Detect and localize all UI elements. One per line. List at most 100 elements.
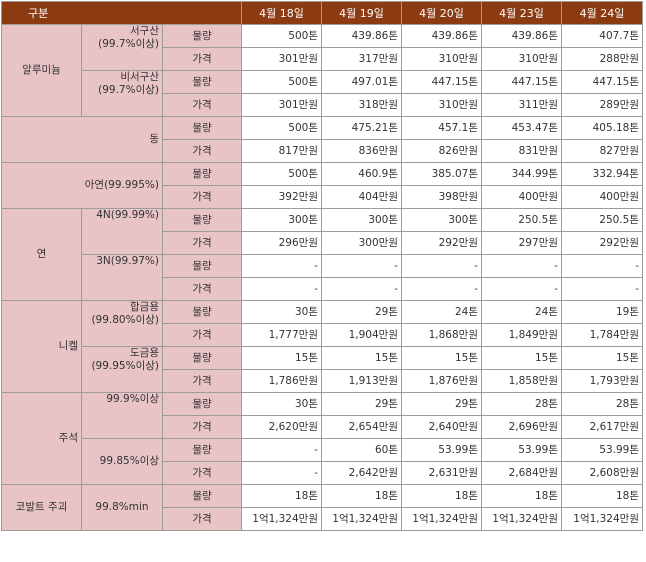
grade-name: 4N(99.99%) (81, 208, 163, 255)
value-cell: 447.15톤 (561, 70, 643, 94)
value-cell: 292만원 (401, 231, 482, 255)
table-row: 코발트 주괴 99.8%min 물량 18톤 18톤 18톤 18톤 18톤 (1, 484, 643, 531)
value-cell: 1,913만원 (321, 369, 402, 393)
value-cell: 1억1,324만원 (481, 507, 562, 531)
value-cell: - (561, 254, 643, 278)
value-cell: 24톤 (481, 300, 562, 324)
value-cell: 301만원 (241, 93, 322, 117)
value-cell: 310만원 (401, 47, 482, 71)
value-cell: 400만원 (481, 185, 562, 209)
value-cell: 500톤 (241, 162, 322, 186)
value-cell: 457.1톤 (401, 116, 482, 140)
value-cell: 1,786만원 (241, 369, 322, 393)
value-cell: 289만원 (561, 93, 643, 117)
row-label: 물량 (162, 346, 242, 370)
value-cell: 297만원 (481, 231, 562, 255)
header-row: 구분 4월 18일 4월 19일 4월 20일 4월 23일 4월 24일 (1, 1, 643, 25)
value-cell: 1,858만원 (481, 369, 562, 393)
value-cell: 2,608만원 (561, 461, 643, 485)
value-cell: - (481, 254, 562, 278)
row-label: 가격 (162, 415, 242, 439)
table-row: 가격 301만원 317만원 310만원 310만원 288만원 (2, 47, 643, 71)
value-cell: 60톤 (321, 438, 402, 462)
header-category: 구분 (1, 1, 242, 25)
grade-name: 서구산 (130, 25, 159, 38)
value-cell: 836만원 (321, 139, 402, 163)
table-row: 가격 301만원 318만원 310만원 311만원 289만원 (2, 93, 643, 117)
value-cell: 15톤 (401, 346, 482, 370)
header-date: 4월 18일 (241, 1, 322, 25)
header-date: 4월 23일 (481, 1, 562, 25)
value-cell: 53.99톤 (401, 438, 482, 462)
value-cell: 29톤 (321, 392, 402, 416)
table-row: 동 물량 500톤 475.21톤 457.1톤 453.47톤 405.18톤 (1, 116, 643, 163)
row-label: 가격 (162, 369, 242, 393)
value-cell: 15톤 (561, 346, 643, 370)
value-cell: 250.5톤 (481, 208, 562, 232)
table-row: 가격 296만원 300만원 292만원 297만원 292만원 (2, 231, 643, 255)
value-cell: 332.94톤 (561, 162, 643, 186)
value-cell: 817만원 (241, 139, 322, 163)
value-cell: 2,654만원 (321, 415, 402, 439)
grade-name: 3N(99.97%) (81, 254, 163, 301)
header-date: 4월 24일 (561, 1, 643, 25)
value-cell: 300톤 (401, 208, 482, 232)
value-cell: 827만원 (561, 139, 643, 163)
grade-purity: (99.95%이상) (91, 360, 159, 372)
value-cell: 400만원 (561, 185, 643, 209)
grade-purity: (99.80%이상) (91, 314, 159, 326)
value-cell: 385.07톤 (401, 162, 482, 186)
grade-name: 도금용 (130, 347, 159, 360)
value-cell: 2,620만원 (241, 415, 322, 439)
value-cell: 1,784만원 (561, 323, 643, 347)
value-cell: 453.47톤 (481, 116, 562, 140)
value-cell: 2,696만원 (481, 415, 562, 439)
value-cell: 310만원 (481, 47, 562, 71)
value-cell: 18톤 (321, 484, 402, 508)
grade-purity: (99.7%이상) (98, 38, 159, 50)
metal-name: 주석 (1, 392, 82, 485)
value-cell: 1,777만원 (241, 323, 322, 347)
value-cell: - (321, 254, 402, 278)
value-cell: 1,849만원 (481, 323, 562, 347)
row-label: 가격 (162, 93, 242, 117)
value-cell: 15톤 (241, 346, 322, 370)
value-cell: - (241, 254, 322, 278)
table-row: 가격 1,786만원 1,913만원 1,876만원 1,858만원 1,793… (2, 369, 643, 393)
value-cell: - (241, 277, 322, 301)
value-cell: - (321, 277, 402, 301)
value-cell: 392만원 (241, 185, 322, 209)
table-row: 가격 1,777만원 1,904만원 1,868만원 1,849만원 1,784… (2, 323, 643, 347)
grade-cell: 서구산 (99.7%이상) (81, 24, 163, 71)
table-row: 아연(99.995%) 물량 500톤 460.9톤 385.07톤 344.9… (1, 162, 643, 209)
metal-name: 연 (1, 208, 82, 301)
value-cell: 18톤 (401, 484, 482, 508)
value-cell: 500톤 (241, 24, 322, 48)
row-label: 가격 (162, 231, 242, 255)
row-label: 물량 (162, 438, 242, 462)
row-label: 물량 (162, 24, 242, 48)
value-cell: 30톤 (241, 392, 322, 416)
row-label: 물량 (162, 162, 242, 186)
row-label: 가격 (162, 277, 242, 301)
grade-name: 비서구산 (120, 71, 159, 84)
table-row: 가격 - - - - - (2, 277, 643, 301)
grade-cell: 도금용 (99.95%이상) (81, 346, 163, 393)
value-cell: 1,904만원 (321, 323, 402, 347)
value-cell: 439.86톤 (401, 24, 482, 48)
grade-purity: (99.7%이상) (98, 84, 159, 96)
table-row: 도금용 (99.95%이상) 물량 15톤 15톤 15톤 15톤 15톤 (2, 346, 643, 393)
value-cell: 1억1,324만원 (241, 507, 322, 531)
value-cell: 344.99톤 (481, 162, 562, 186)
table-row: 알루미늄 서구산 (99.7%이상) 물량 500톤 439.86톤 439.86… (1, 24, 643, 117)
table-row: 니켈 합금용 (99.80%이상) 물량 30톤 29톤 24톤 24톤 19톤 (1, 300, 643, 393)
row-label: 물량 (162, 70, 242, 94)
grade-name: 99.9%이상 (81, 392, 163, 439)
metal-name: 아연(99.995%) (1, 162, 163, 209)
value-cell: 497.01톤 (321, 70, 402, 94)
table-row: 비서구산 (99.7%이상) 물량 500톤 497.01톤 447.15톤 44… (2, 70, 643, 117)
grade-cell: 합금용 (99.80%이상) (81, 300, 163, 347)
value-cell: 18톤 (481, 484, 562, 508)
value-cell: 2,617만원 (561, 415, 643, 439)
value-cell: - (401, 254, 482, 278)
